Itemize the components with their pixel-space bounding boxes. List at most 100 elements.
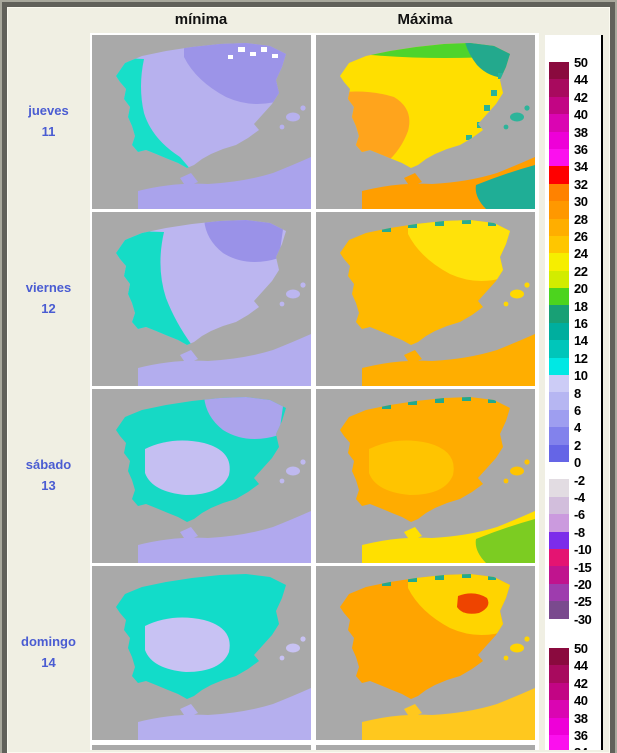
scale-tick-label: -2	[574, 472, 585, 488]
scale-tick-label: 50	[574, 55, 588, 70]
scale-color-segment	[549, 270, 569, 289]
scale-color-segment	[549, 201, 569, 219]
temperature-colorbar-repeat: 5044424038363432302826242220181614121086…	[545, 642, 601, 750]
scale-tick-label: 14	[574, 333, 588, 349]
scale-color-segment	[549, 322, 569, 341]
scale-color-segment	[549, 183, 569, 202]
iberia-temperature-map	[316, 566, 535, 740]
scale-tick-label: 36	[574, 142, 588, 157]
scale-colorbar	[549, 62, 569, 619]
scale-colorbar	[549, 648, 569, 750]
scale-color-segment	[549, 79, 569, 97]
map-maxima-jueves-11	[316, 35, 535, 209]
map-partial-next-row-maxima	[316, 745, 535, 750]
map-grid	[90, 33, 539, 750]
day-name: sábado	[25, 457, 72, 473]
scale-color-segment	[549, 601, 569, 619]
map-minima-jueves-11	[92, 35, 311, 209]
scale-tick-label: -10	[574, 542, 592, 558]
map-maxima-sábado-13	[316, 389, 535, 563]
scale-tick-label: 44	[574, 72, 588, 88]
temperature-scale-panel: 50 44 42 40 38 36 34 32 30 28 26 24 22 20 18 16 14 12 10 8 6…	[545, 35, 603, 750]
day-name: domingo	[21, 634, 76, 650]
scale-color-segment	[549, 496, 569, 515]
iberia-temperature-map	[92, 35, 311, 209]
scale-tick-label: 4	[574, 420, 581, 436]
scale-color-segment	[549, 96, 569, 115]
scale-color-segment	[549, 166, 569, 184]
iberia-temperature-map	[92, 212, 311, 386]
scale-color-segment	[549, 218, 569, 236]
iberia-temperature-map	[316, 212, 535, 386]
scale-color-segment	[549, 148, 569, 167]
scale-tick-label: 22	[574, 263, 588, 279]
iberia-temperature-map	[316, 35, 535, 209]
scale-color-segment	[549, 375, 569, 393]
scale-color-segment	[549, 340, 569, 358]
scale-color-segment	[549, 409, 569, 428]
day-label-sabado: sábado 13	[7, 389, 90, 563]
scale-color-segment	[549, 253, 569, 271]
scale-tick-label: 42	[574, 675, 588, 691]
scale-tick-label: 34	[574, 746, 601, 750]
day-date: 11	[41, 124, 56, 139]
scale-color-segment	[549, 62, 569, 80]
map-maxima-domingo-14	[316, 566, 535, 740]
scale-tick-label: 10	[574, 368, 588, 384]
scale-color-segment	[549, 357, 569, 376]
scale-tick-label: 32	[574, 176, 588, 192]
scale-color-segment	[549, 479, 569, 497]
day-date: 13	[41, 478, 56, 493]
iberia-temperature-map	[92, 389, 311, 563]
scale-color-segment	[549, 427, 569, 445]
temperature-colorbar: 50 44 42 40 38 36 34 32 30 28 26 24 22 20 18 16 14 12 10 8 6…	[545, 56, 601, 626]
scale-tick-label: 0	[574, 455, 581, 471]
scale-tick-label: 2	[574, 437, 581, 453]
scale-tick-label: -25	[574, 594, 592, 610]
iberia-temperature-map	[92, 566, 311, 740]
scale-color-segment	[549, 665, 569, 683]
day-label-jueves: jueves 11	[7, 35, 90, 209]
scale-tick-label: -15	[574, 559, 592, 575]
scale-tick-label: 12	[574, 350, 588, 366]
map-partial-next-row-minima	[92, 745, 311, 750]
day-date: 12	[41, 301, 56, 316]
scale-tick-label: 6	[574, 403, 581, 418]
scale-tick-label: 38	[574, 710, 588, 726]
scale-color-segment	[549, 444, 569, 462]
day-label-viernes: viernes 12	[7, 212, 90, 386]
scale-tick-label: -20	[574, 577, 592, 592]
day-name: viernes	[25, 280, 72, 296]
scale-color-segment	[549, 288, 569, 306]
scale-color-segment	[549, 392, 569, 410]
scale-tick-label: 50	[574, 641, 588, 656]
day-label-domingo: domingo 14	[7, 566, 90, 740]
scale-tick-label: 20	[574, 281, 588, 297]
scale-tick-label: -30	[574, 611, 592, 627]
scale-tick-label: -4	[574, 490, 585, 505]
scale-color-segment	[549, 566, 569, 584]
day-date: 14	[41, 655, 56, 670]
scale-color-segment	[549, 514, 569, 532]
scale-tick-label: 24	[574, 246, 588, 262]
scale-color-segment	[549, 734, 569, 750]
scale-tick-label: 30	[574, 194, 588, 210]
column-header-maxima: Máxima	[397, 11, 453, 28]
scale-color-segment	[549, 648, 569, 666]
scale-tick-label: 36	[574, 728, 588, 743]
map-minima-domingo-14	[92, 566, 311, 740]
scale-color-segment	[549, 305, 569, 323]
scale-tick-label: -8	[574, 524, 585, 540]
scale-tick-label: -6	[574, 507, 585, 523]
scale-tick-label: 44	[574, 658, 588, 674]
scale-color-segment	[549, 717, 569, 735]
scale-color-segment	[549, 461, 569, 480]
scale-tick-label: 8	[574, 385, 581, 401]
scale-color-segment	[549, 235, 569, 254]
scale-tick-label: 26	[574, 229, 588, 244]
iberia-temperature-map	[316, 389, 535, 563]
scale-color-segment	[549, 114, 569, 132]
column-header-minima: mínima	[174, 11, 228, 28]
scale-color-segment	[549, 682, 569, 701]
scale-tick-label: 34	[574, 159, 588, 175]
